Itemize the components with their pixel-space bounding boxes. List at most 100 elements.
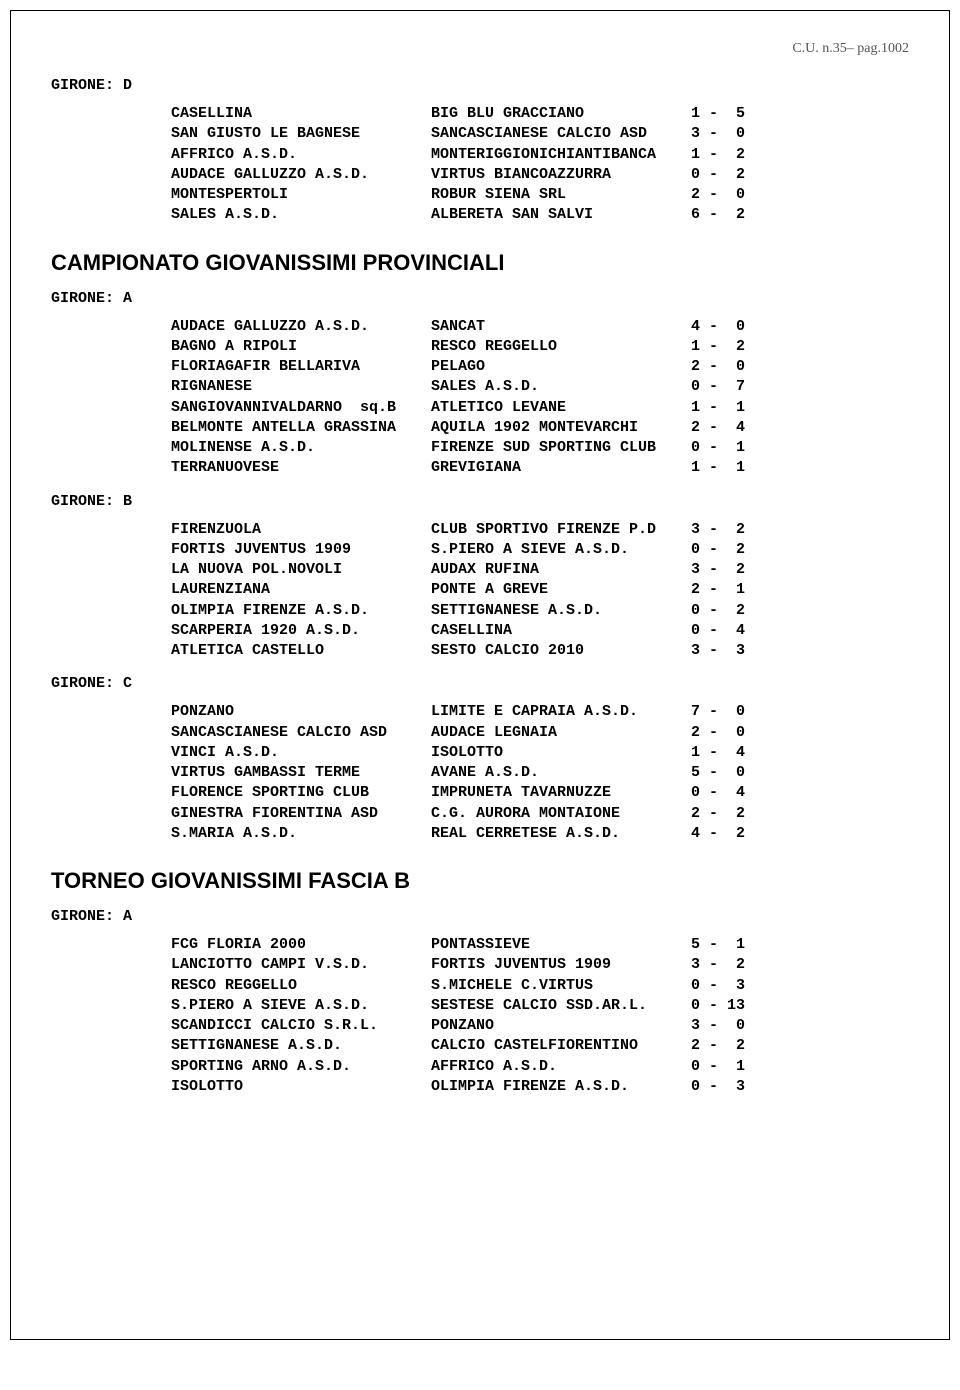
home-team: S.PIERO A SIEVE A.S.D. [171,996,431,1016]
match-row: FLORIAGAFIR BELLARIVAPELAGO2 - 0 [171,357,909,377]
score: 2 - 4 [691,418,771,438]
score: 5 - 0 [691,763,771,783]
match-row: SPORTING ARNO A.S.D.AFFRICO A.S.D.0 - 1 [171,1057,909,1077]
home-team: OLIMPIA FIRENZE A.S.D. [171,601,431,621]
home-team: LA NUOVA POL.NOVOLI [171,560,431,580]
match-row: SCARPERIA 1920 A.S.D.CASELLINA0 - 4 [171,621,909,641]
score: 0 - 3 [691,976,771,996]
girone-label: GIRONE: A [51,290,909,307]
section-title: TORNEO GIOVANISSIMI FASCIA B [51,868,909,894]
away-team: SANCAT [431,317,691,337]
home-team: SAN GIUSTO LE BAGNESE [171,124,431,144]
away-team: MONTERIGGIONICHIANTIBANCA [431,145,691,165]
home-team: MOLINENSE A.S.D. [171,438,431,458]
match-row: FCG FLORIA 2000PONTASSIEVE5 - 1 [171,935,909,955]
girone-label: GIRONE: C [51,675,909,692]
score: 1 - 2 [691,337,771,357]
match-row: MONTESPERTOLIROBUR SIENA SRL2 - 0 [171,185,909,205]
home-team: FLORENCE SPORTING CLUB [171,783,431,803]
home-team: AFFRICO A.S.D. [171,145,431,165]
match-row: SANCASCIANESE CALCIO ASDAUDACE LEGNAIA2 … [171,723,909,743]
content-area: GIRONE: D CASELLINABIG BLU GRACCIANO1 - 5… [51,77,909,1097]
score: 2 - 0 [691,723,771,743]
score: 1 - 5 [691,104,771,124]
match-row: S.MARIA A.S.D.REAL CERRETESE A.S.D.4 - 2 [171,824,909,844]
score: 0 - 7 [691,377,771,397]
away-team: AUDACE LEGNAIA [431,723,691,743]
match-row: GINESTRA FIORENTINA ASDC.G. AURORA MONTA… [171,804,909,824]
away-team: PELAGO [431,357,691,377]
home-team: FLORIAGAFIR BELLARIVA [171,357,431,377]
home-team: PONZANO [171,702,431,722]
home-team: S.MARIA A.S.D. [171,824,431,844]
score: 3 - 2 [691,520,771,540]
away-team: IMPRUNETA TAVARNUZZE [431,783,691,803]
away-team: ISOLOTTO [431,743,691,763]
away-team: AVANE A.S.D. [431,763,691,783]
score: 1 - 1 [691,458,771,478]
score: 2 - 0 [691,185,771,205]
score: 0 - 2 [691,165,771,185]
home-team: FCG FLORIA 2000 [171,935,431,955]
score: 4 - 2 [691,824,771,844]
score: 4 - 0 [691,317,771,337]
home-team: SCANDICCI CALCIO S.R.L. [171,1016,431,1036]
score: 0 - 13 [691,996,771,1016]
match-row: LANCIOTTO CAMPI V.S.D.FORTIS JUVENTUS 19… [171,955,909,975]
home-team: BELMONTE ANTELLA GRASSINA [171,418,431,438]
match-row: AUDACE GALLUZZO A.S.D.SANCAT4 - 0 [171,317,909,337]
home-team: SPORTING ARNO A.S.D. [171,1057,431,1077]
score: 0 - 3 [691,1077,771,1097]
home-team: AUDACE GALLUZZO A.S.D. [171,317,431,337]
home-team: LAURENZIANA [171,580,431,600]
score: 7 - 0 [691,702,771,722]
match-row: SANGIOVANNIVALDARNO sq.BATLETICO LEVANE1… [171,398,909,418]
home-team: SETTIGNANESE A.S.D. [171,1036,431,1056]
away-team: PONTASSIEVE [431,935,691,955]
score: 6 - 2 [691,205,771,225]
home-team: GINESTRA FIORENTINA ASD [171,804,431,824]
away-team: SETTIGNANESE A.S.D. [431,601,691,621]
match-row: AFFRICO A.S.D.MONTERIGGIONICHIANTIBANCA1… [171,145,909,165]
match-row: BAGNO A RIPOLIRESCO REGGELLO1 - 2 [171,337,909,357]
home-team: VINCI A.S.D. [171,743,431,763]
match-row: CASELLINABIG BLU GRACCIANO1 - 5 [171,104,909,124]
away-team: CLUB SPORTIVO FIRENZE P.D [431,520,691,540]
match-row: AUDACE GALLUZZO A.S.D.VIRTUS BIANCOAZZUR… [171,165,909,185]
away-team: PONTE A GREVE [431,580,691,600]
score: 2 - 1 [691,580,771,600]
away-team: S.MICHELE C.VIRTUS [431,976,691,996]
match-row: MOLINENSE A.S.D.FIRENZE SUD SPORTING CLU… [171,438,909,458]
score: 0 - 1 [691,1057,771,1077]
score: 3 - 0 [691,1016,771,1036]
away-team: ATLETICO LEVANE [431,398,691,418]
home-team: CASELLINA [171,104,431,124]
home-team: AUDACE GALLUZZO A.S.D. [171,165,431,185]
away-team: OLIMPIA FIRENZE A.S.D. [431,1077,691,1097]
away-team: VIRTUS BIANCOAZZURRA [431,165,691,185]
match-block: FIRENZUOLACLUB SPORTIVO FIRENZE P.D3 - 2… [171,520,909,662]
match-row: VIRTUS GAMBASSI TERMEAVANE A.S.D.5 - 0 [171,763,909,783]
match-block: AUDACE GALLUZZO A.S.D.SANCAT4 - 0BAGNO A… [171,317,909,479]
match-block: CASELLINABIG BLU GRACCIANO1 - 5SAN GIUST… [171,104,909,226]
score: 5 - 1 [691,935,771,955]
score: 3 - 0 [691,124,771,144]
score: 3 - 3 [691,641,771,661]
away-team: PONZANO [431,1016,691,1036]
away-team: CALCIO CASTELFIORENTINO [431,1036,691,1056]
girone-label: GIRONE: D [51,77,909,94]
page-header: C.U. n.35– pag.1002 [51,41,909,57]
home-team: SANCASCIANESE CALCIO ASD [171,723,431,743]
home-team: TERRANUOVESE [171,458,431,478]
away-team: S.PIERO A SIEVE A.S.D. [431,540,691,560]
match-row: LA NUOVA POL.NOVOLIAUDAX RUFINA3 - 2 [171,560,909,580]
match-row: SETTIGNANESE A.S.D.CALCIO CASTELFIORENTI… [171,1036,909,1056]
score: 0 - 2 [691,540,771,560]
away-team: GREVIGIANA [431,458,691,478]
score: 1 - 4 [691,743,771,763]
match-row: BELMONTE ANTELLA GRASSINAAQUILA 1902 MON… [171,418,909,438]
match-row: PONZANOLIMITE E CAPRAIA A.S.D.7 - 0 [171,702,909,722]
match-row: FLORENCE SPORTING CLUBIMPRUNETA TAVARNUZ… [171,783,909,803]
away-team: FIRENZE SUD SPORTING CLUB [431,438,691,458]
away-team: SESTO CALCIO 2010 [431,641,691,661]
